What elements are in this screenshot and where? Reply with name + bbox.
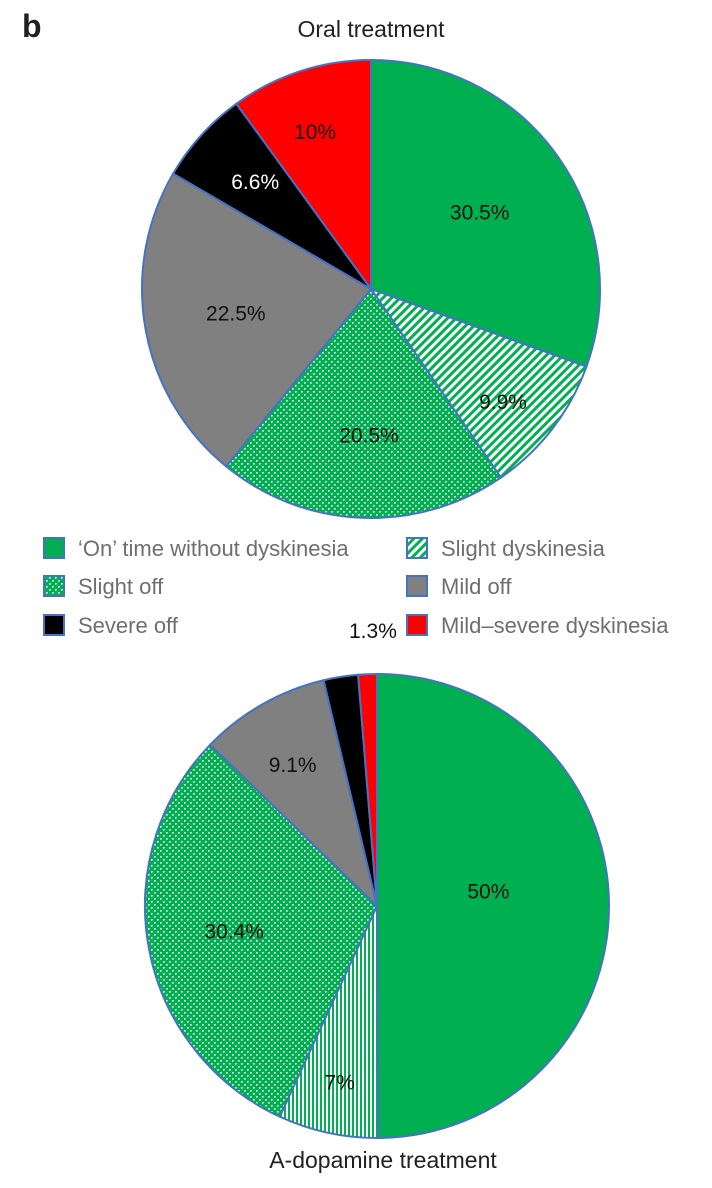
data-label-slight-off: 20.5% [339,424,399,447]
pie-slice-mild-severe-dyskinesia [235,58,372,293]
legend-label-slight-dyskinesia: Slight dyskinesia [441,536,606,561]
chart-title-a-dopamine: A-dopamine treatment [269,1147,497,1173]
data-label-on-time-without-dyskinesia: 30.5% [450,202,510,225]
data-label-severe-off: 6.6% [231,171,279,194]
legend-swatch-mild-severe-dyskinesia [406,614,428,636]
pie-slice-mild-off [208,679,379,910]
pie-chart-oral: 30.5% 9.9% 20.5% 22.5% 6.6% 10% [141,58,601,519]
pie-slice-slight-dyskinesia [278,905,380,1140]
pie-slice-on-time-without-dyskinesia [370,58,601,368]
data-label-mild-off: 22.5% [206,302,266,325]
pie-slice-mild-off [141,172,373,468]
legend-label-mild-severe-dyskinesia: Mild–severe dyskinesia [441,613,669,638]
legend-label-severe-off: Severe off [78,613,179,638]
legend-swatch-slight-dyskinesia [406,537,428,559]
data-label-severe-off: 2.4% [286,621,334,644]
legend-label-mild-off: Mild off [441,574,512,599]
legend-swatch-on-time-without-dyskinesia [43,537,65,559]
legend: ‘On’ time without dyskinesia Slight dyski… [43,536,669,638]
legend-swatch-mild-off [406,575,428,597]
data-label-slight-dyskinesia: 9.9% [479,391,527,414]
pie-slice-on-time-without-dyskinesia [376,672,611,1140]
chart-title-oral: Oral treatment [298,16,446,42]
legend-swatch-severe-off [43,614,65,636]
pie-slice-mild-severe-dyskinesia [357,672,378,907]
legend-swatch-slight-off [43,575,65,597]
panel-letter: b [22,8,42,44]
pie-slice-slight-dyskinesia [368,287,588,479]
data-label-mild-severe-dyskinesia: 1.3% [349,620,397,643]
data-label-mild-off: 9.1% [269,754,317,777]
data-label-slight-off: 30.4% [204,921,264,944]
pie-chart-a-dopamine: 50% 7% 30.4% 9.1% 2.4% 1.3% [144,620,611,1140]
legend-label-on-time-without-dyskinesia: ‘On’ time without dyskinesia [78,536,349,561]
pie-slice-slight-off [144,743,379,1118]
data-label-mild-severe-dyskinesia: 10% [294,121,336,144]
data-label-slight-dyskinesia: 7% [325,1071,355,1094]
pie-slice-slight-off [224,287,503,519]
legend-label-slight-off: Slight off [78,574,164,599]
data-label-on-time-without-dyskinesia: 50% [467,881,509,904]
